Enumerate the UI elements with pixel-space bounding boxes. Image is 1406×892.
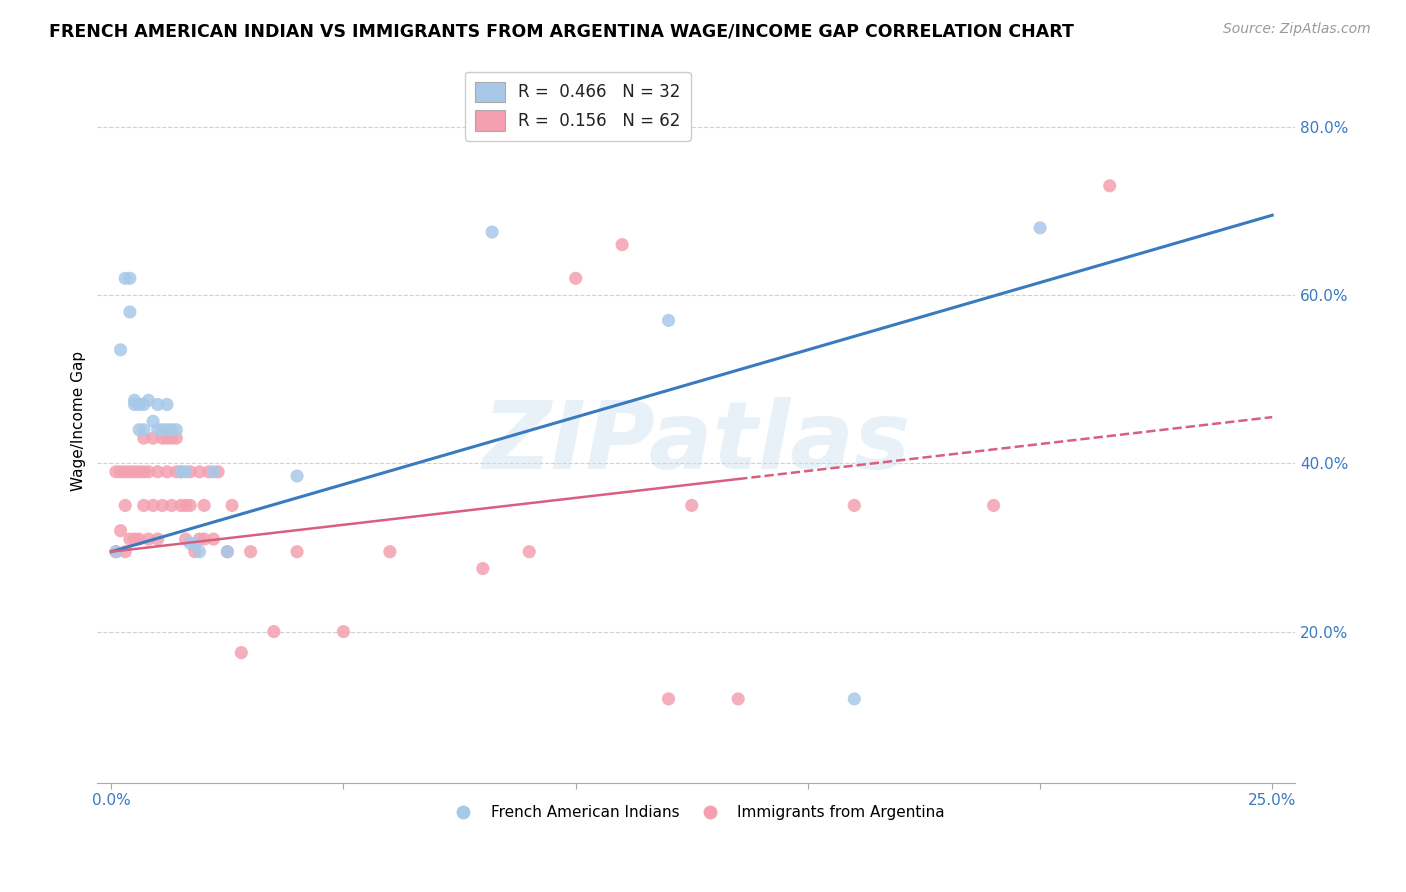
Point <box>221 499 243 513</box>
Point <box>231 646 253 660</box>
Point <box>138 393 160 408</box>
Point <box>517 545 540 559</box>
Point <box>118 271 141 285</box>
Text: ZIPatlas: ZIPatlas <box>482 397 911 489</box>
Point <box>285 545 308 559</box>
Point <box>471 561 494 575</box>
Point <box>110 343 132 357</box>
Point <box>165 423 187 437</box>
Point <box>160 423 183 437</box>
Point <box>110 465 132 479</box>
Point <box>156 431 179 445</box>
Point <box>983 499 1005 513</box>
Point <box>610 237 633 252</box>
Point <box>132 397 155 411</box>
Point <box>179 536 201 550</box>
Point <box>114 271 136 285</box>
Point <box>124 397 146 411</box>
Point <box>188 465 211 479</box>
Point <box>150 499 173 513</box>
Point <box>132 431 155 445</box>
Point <box>198 465 221 479</box>
Point <box>146 532 169 546</box>
Point <box>132 465 155 479</box>
Point <box>160 431 183 445</box>
Point <box>184 545 207 559</box>
Point <box>160 499 183 513</box>
Point <box>170 465 193 479</box>
Point <box>1098 178 1121 193</box>
Point <box>150 423 173 437</box>
Point <box>285 469 308 483</box>
Point <box>132 423 155 437</box>
Point <box>481 225 503 239</box>
Point <box>128 532 150 546</box>
Point <box>184 536 207 550</box>
Point <box>179 465 201 479</box>
Point <box>156 397 179 411</box>
Point <box>138 532 160 546</box>
Point <box>1029 220 1052 235</box>
Point <box>564 271 586 285</box>
Point <box>124 393 146 408</box>
Point <box>844 692 866 706</box>
Point <box>239 545 262 559</box>
Point <box>104 465 127 479</box>
Point <box>156 423 179 437</box>
Point <box>202 532 225 546</box>
Point <box>179 499 201 513</box>
Point <box>681 499 703 513</box>
Point <box>170 499 193 513</box>
Point <box>657 313 679 327</box>
Point <box>114 465 136 479</box>
Point <box>142 431 165 445</box>
Point <box>217 545 239 559</box>
Point <box>114 499 136 513</box>
Point <box>217 545 239 559</box>
Point <box>114 545 136 559</box>
Point <box>132 499 155 513</box>
Point <box>138 465 160 479</box>
Point <box>156 465 179 479</box>
Point <box>150 431 173 445</box>
Point <box>263 624 285 639</box>
Point <box>727 692 749 706</box>
Point <box>170 465 193 479</box>
Point <box>146 465 169 479</box>
Point <box>104 545 127 559</box>
Point <box>188 532 211 546</box>
Text: FRENCH AMERICAN INDIAN VS IMMIGRANTS FROM ARGENTINA WAGE/INCOME GAP CORRELATION : FRENCH AMERICAN INDIAN VS IMMIGRANTS FRO… <box>49 22 1074 40</box>
Point <box>118 532 141 546</box>
Point <box>142 499 165 513</box>
Point <box>202 465 225 479</box>
Point <box>124 465 146 479</box>
Point <box>193 499 215 513</box>
Point <box>193 532 215 546</box>
Point <box>165 465 187 479</box>
Point <box>188 545 211 559</box>
Point <box>174 499 197 513</box>
Point <box>118 305 141 319</box>
Point <box>146 397 169 411</box>
Point <box>118 465 141 479</box>
Point <box>128 465 150 479</box>
Point <box>104 545 127 559</box>
Point <box>128 397 150 411</box>
Point <box>332 624 354 639</box>
Point <box>657 692 679 706</box>
Point <box>146 423 169 437</box>
Point <box>207 465 229 479</box>
Point <box>165 431 187 445</box>
Point <box>844 499 866 513</box>
Point <box>110 524 132 538</box>
Point <box>124 532 146 546</box>
Point <box>142 414 165 428</box>
Point <box>128 423 150 437</box>
Text: Source: ZipAtlas.com: Source: ZipAtlas.com <box>1223 22 1371 37</box>
Point <box>174 465 197 479</box>
Y-axis label: Wage/Income Gap: Wage/Income Gap <box>72 351 86 491</box>
Point <box>378 545 401 559</box>
Legend: French American Indians, Immigrants from Argentina: French American Indians, Immigrants from… <box>441 799 950 826</box>
Point <box>174 532 197 546</box>
